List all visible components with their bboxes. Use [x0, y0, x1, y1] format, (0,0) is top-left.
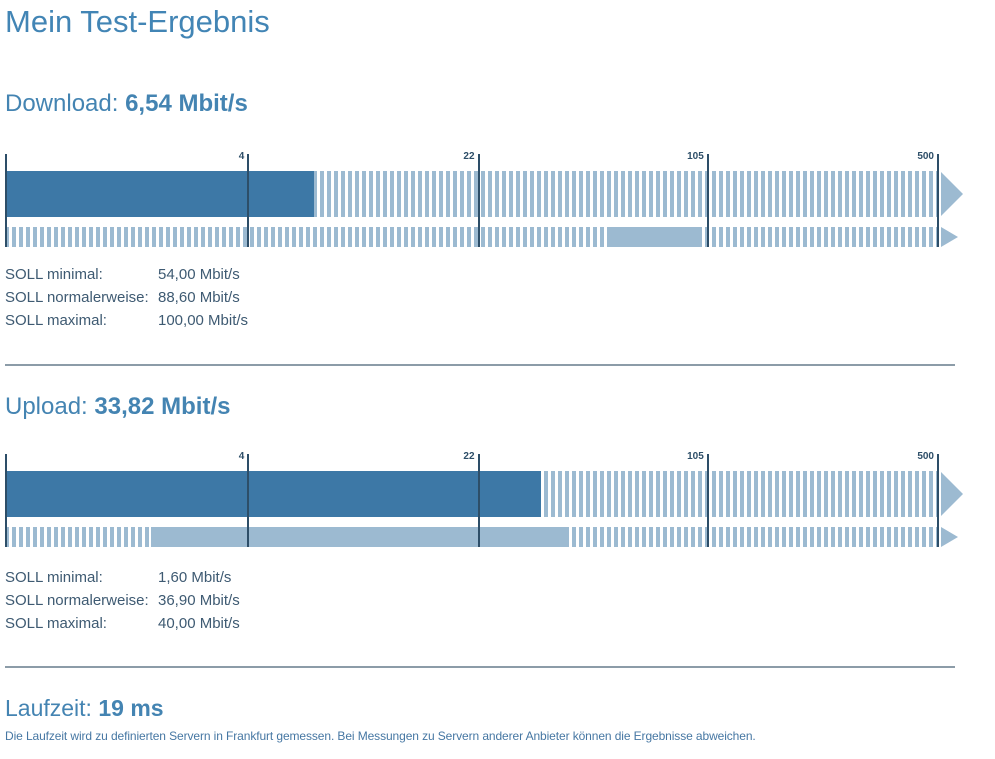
- soll-range-fill: [609, 227, 700, 247]
- soll-value: 40,00 Mbit/s: [158, 615, 240, 632]
- download-heading-value: 6,54 Mbit/s: [125, 90, 248, 117]
- axis-tick-label: 4: [238, 451, 245, 462]
- axis-tick: 4: [239, 451, 250, 547]
- soll-label: SOLL maximal:: [5, 312, 107, 329]
- soll-value: 1,60 Mbit/s: [158, 569, 232, 586]
- soll-label: SOLL normalerweise:: [5, 592, 149, 609]
- axis-tick-label: 22: [463, 151, 475, 162]
- laufzeit-heading-value: 19 ms: [98, 695, 164, 721]
- axis-tick: 500: [917, 151, 939, 247]
- soll-label: SOLL maximal:: [5, 615, 107, 632]
- laufzeit-note: Die Laufzeit wird zu definierten Servern…: [5, 729, 756, 743]
- download-heading: Download: 6,54 Mbit/s: [5, 89, 995, 118]
- soll-value: 36,90 Mbit/s: [158, 592, 240, 609]
- axis-tick: 4: [239, 151, 250, 247]
- soll-range-track: [5, 227, 937, 247]
- axis-tick-label: 22: [463, 451, 475, 462]
- soll-value: 100,00 Mbit/s: [158, 312, 249, 329]
- download-heading-label: Download:: [5, 90, 119, 117]
- arrow-right-icon: [941, 472, 963, 516]
- upload-heading-label: Upload:: [5, 393, 88, 420]
- soll-value: 54,00 Mbit/s: [158, 266, 240, 283]
- section-divider: [5, 666, 955, 668]
- soll-label: SOLL normalerweise:: [5, 289, 149, 306]
- upload-soll-table: SOLL minimal: 1,60 Mbit/s SOLL normalerw…: [5, 566, 995, 635]
- arrow-right-icon: [941, 172, 963, 216]
- axis-tick: [5, 154, 7, 247]
- page-title: Mein Test-Ergebnis: [5, 4, 270, 39]
- axis-tick-label: 4: [238, 151, 245, 162]
- table-row: SOLL normalerweise: 36,90 Mbit/s: [5, 589, 995, 612]
- soll-range-track: [5, 527, 937, 547]
- upload-speed-chart: 4 22 105 500: [5, 451, 963, 549]
- measured-bar-fill: [5, 171, 314, 217]
- table-row: SOLL maximal: 40,00 Mbit/s: [5, 612, 995, 635]
- section-divider: [5, 364, 955, 366]
- upload-heading-value: 33,82 Mbit/s: [94, 393, 231, 420]
- axis-tick-label: 500: [917, 151, 934, 162]
- soll-label: SOLL minimal:: [5, 266, 103, 283]
- measured-bar-track: [5, 471, 937, 517]
- axis-tick: 105: [687, 451, 709, 547]
- axis-tick: 500: [917, 451, 939, 547]
- laufzeit-heading: Laufzeit: 19 ms: [5, 695, 995, 722]
- axis-tick-label: 500: [917, 451, 934, 462]
- measured-bar-track: [5, 171, 937, 217]
- measured-bar-fill: [5, 471, 541, 517]
- table-row: SOLL maximal: 100,00 Mbit/s: [5, 309, 995, 332]
- axis-tick: 22: [463, 151, 480, 247]
- soll-label: SOLL minimal:: [5, 569, 103, 586]
- upload-heading: Upload: 33,82 Mbit/s: [5, 392, 995, 421]
- axis-tick: 105: [687, 151, 709, 247]
- table-row: SOLL normalerweise: 88,60 Mbit/s: [5, 286, 995, 309]
- download-soll-table: SOLL minimal: 54,00 Mbit/s SOLL normaler…: [5, 263, 995, 332]
- table-row: SOLL minimal: 54,00 Mbit/s: [5, 263, 995, 286]
- laufzeit-heading-label: Laufzeit:: [5, 695, 92, 721]
- axis-tick-label: 105: [687, 451, 704, 462]
- table-row: SOLL minimal: 1,60 Mbit/s: [5, 566, 995, 589]
- axis-tick: [5, 454, 7, 547]
- soll-range-fill: [150, 527, 566, 547]
- arrow-right-small-icon: [941, 227, 958, 247]
- axis-tick-label: 105: [687, 151, 704, 162]
- axis-tick: 22: [463, 451, 480, 547]
- download-speed-chart: 4 22 105 500: [5, 151, 963, 249]
- soll-value: 88,60 Mbit/s: [158, 289, 240, 306]
- arrow-right-small-icon: [941, 527, 958, 547]
